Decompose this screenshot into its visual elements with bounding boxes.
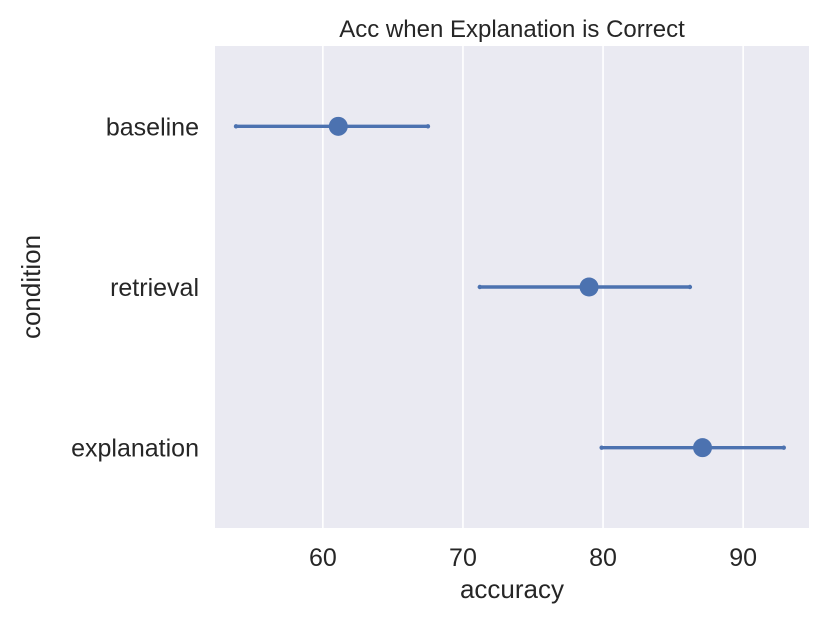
- error-bar-cap-low-retrieval: [477, 284, 482, 290]
- x-tick-label-90: 90: [729, 544, 757, 572]
- error-bar-cap-high-retrieval: [687, 284, 693, 290]
- y-axis-title: condition: [16, 235, 46, 339]
- y-tick-label-retrieval: retrieval: [110, 274, 199, 302]
- x-tick-labels: 60 70 80 90: [309, 544, 757, 572]
- point-retrieval: [579, 277, 599, 297]
- x-tick-label-80: 80: [589, 544, 617, 572]
- x-axis-title: accuracy: [460, 574, 564, 604]
- y-tick-label-explanation: explanation: [71, 435, 199, 463]
- error-bar-cap-high-explanation: [781, 445, 786, 450]
- y-tick-labels: baseline retrieval explanation: [71, 113, 199, 462]
- point-explanation: [693, 438, 713, 458]
- x-tick-label-60: 60: [309, 544, 337, 572]
- point-baseline: [328, 116, 348, 136]
- x-tick-label-70: 70: [449, 544, 477, 572]
- chart-title: Acc when Explanation is Correct: [339, 16, 685, 43]
- data-points: [328, 116, 713, 458]
- error-bar-cap-low-explanation: [599, 445, 604, 450]
- y-tick-label-baseline: baseline: [106, 113, 199, 141]
- error-bar-cap-high-baseline: [425, 124, 431, 129]
- error-bar-cap-low-baseline: [233, 124, 239, 129]
